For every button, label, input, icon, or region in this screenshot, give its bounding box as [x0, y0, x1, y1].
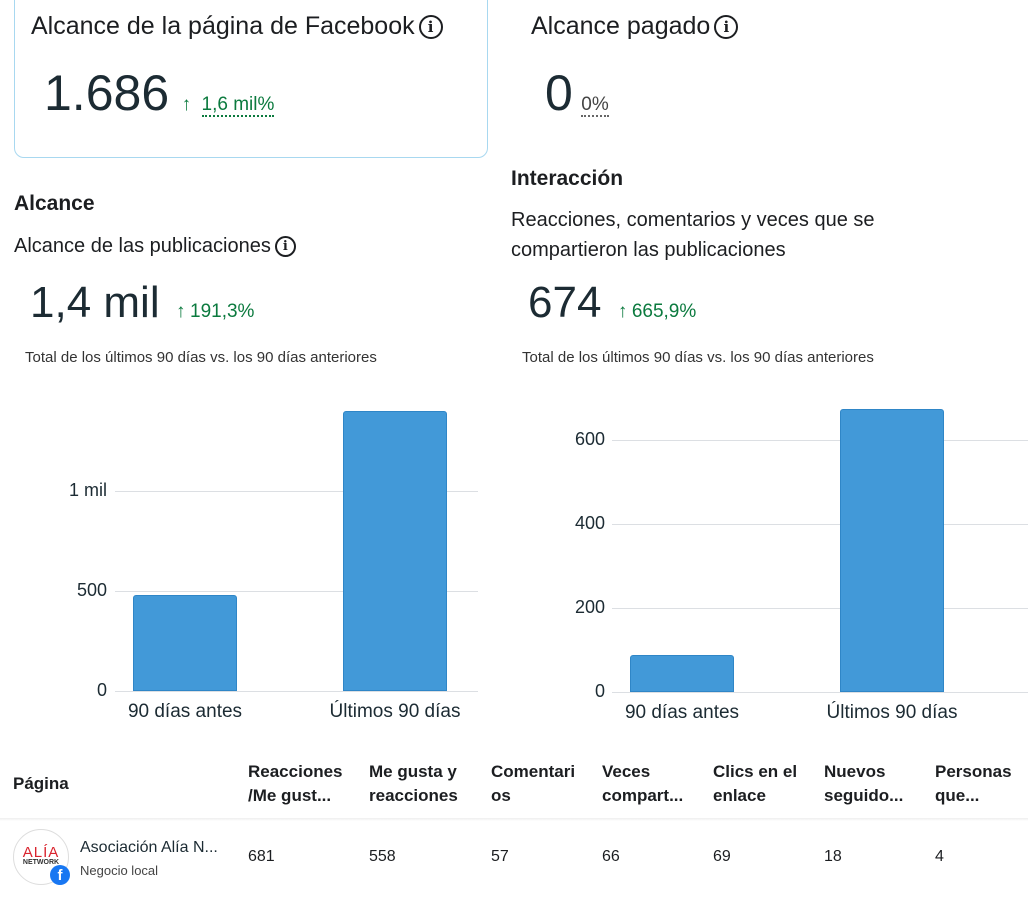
alia-logo: ALÍA — [22, 844, 60, 861]
column-header-people[interactable]: Personas que... — [935, 762, 1012, 805]
column-header-new-followers[interactable]: Nuevos seguido... — [824, 762, 904, 805]
bar-1[interactable] — [343, 411, 447, 691]
reach-note: Total de los últimos 90 días vs. los 90 … — [25, 349, 377, 366]
facebook-reach-card[interactable] — [14, 0, 488, 158]
arrow-up-icon: ↑ — [181, 94, 192, 115]
facebook-icon: f — [50, 865, 70, 885]
cell-link-clicks: 69 — [713, 848, 731, 865]
interaction-metric: 674 ↑ 665,9% — [528, 278, 696, 328]
cell-shares: 66 — [602, 848, 620, 865]
metric-value: 0 — [545, 65, 573, 121]
y-tick-label: 600 — [574, 429, 605, 449]
y-tick-label: 400 — [574, 513, 605, 533]
gridline — [115, 491, 478, 492]
metric-value: 1,4 mil — [30, 278, 160, 327]
facebook-reach-title: Alcance de la página de Facebook i — [31, 12, 443, 41]
bar-0[interactable] — [133, 594, 237, 691]
metric-change: 191,3% — [190, 301, 255, 322]
interaction-heading: Interacción — [511, 167, 624, 190]
column-header-link-clicks[interactable]: Clics en el enlace — [713, 762, 798, 805]
metric-change: 665,9% — [631, 301, 697, 322]
y-tick-label: 200 — [574, 597, 605, 617]
y-tick-label: 1 mil — [68, 480, 107, 500]
page-name[interactable]: Asociación Alía N... — [80, 839, 218, 856]
column-header-comments[interactable]: Comentari os — [491, 762, 576, 805]
cell-new-followers: 18 — [824, 848, 842, 865]
interaction-subtitle: Reacciones, comentarios y veces que se co… — [511, 209, 875, 261]
reach-metric: 1,4 mil ↑ 191,3% — [30, 278, 254, 328]
x-tick-label: 90 días antes — [624, 702, 740, 723]
gridline — [115, 691, 478, 692]
reach-subtitle: Alcance de las publicaciones i — [14, 231, 296, 261]
paid-reach-title: Alcance pagado i — [531, 12, 739, 41]
y-tick-label: 500 — [76, 580, 107, 600]
arrow-up-icon: ↑ — [617, 301, 628, 322]
cell-likes-reactions: 558 — [369, 848, 396, 865]
info-icon[interactable]: i — [418, 15, 443, 39]
y-tick-label: 0 — [96, 680, 107, 700]
gridline — [612, 692, 1028, 693]
cell-comments: 57 — [491, 848, 509, 865]
x-tick-label: Últimos 90 días — [826, 702, 958, 723]
x-tick-label: 90 días antes — [127, 701, 243, 722]
facebook-reach-metric: 1.686 ↑ 1,6 mil% — [44, 64, 275, 122]
column-header-reactions[interactable]: Reacciones/Me gust... — [248, 762, 343, 805]
gridline — [612, 608, 1028, 609]
table-divider — [0, 818, 1028, 821]
cell-people: 4 — [935, 848, 944, 865]
page-avatar[interactable]: ALÍA NETWORK f — [13, 829, 70, 885]
paid-reach-metric: 0 0% — [545, 64, 609, 122]
reach-heading: Alcance — [14, 192, 95, 215]
x-tick-label: Últimos 90 días — [329, 701, 461, 722]
info-icon[interactable]: i — [714, 15, 739, 39]
metric-change[interactable]: 1,6 mil% — [201, 94, 275, 117]
metric-value: 674 — [528, 278, 602, 327]
gridline — [115, 591, 478, 592]
arrow-up-icon: ↑ — [176, 301, 186, 322]
metric-change[interactable]: 0% — [581, 94, 609, 117]
metric-value: 1.686 — [44, 65, 170, 121]
y-tick-label: 0 — [594, 681, 605, 701]
gridline — [612, 524, 1028, 525]
cell-reactions: 681 — [248, 848, 275, 865]
column-header-shares[interactable]: Veces compart... — [602, 762, 684, 805]
info-icon[interactable]: i — [274, 236, 296, 257]
bar-0[interactable] — [630, 655, 734, 692]
column-header-likes-reactions[interactable]: Me gusta y reacciones — [369, 762, 458, 805]
page-category: Negocio local — [80, 863, 159, 878]
interaction-note: Total de los últimos 90 días vs. los 90 … — [522, 349, 874, 366]
bar-1[interactable] — [840, 408, 944, 692]
gridline — [612, 440, 1028, 441]
column-header-page[interactable]: Página — [13, 774, 69, 793]
